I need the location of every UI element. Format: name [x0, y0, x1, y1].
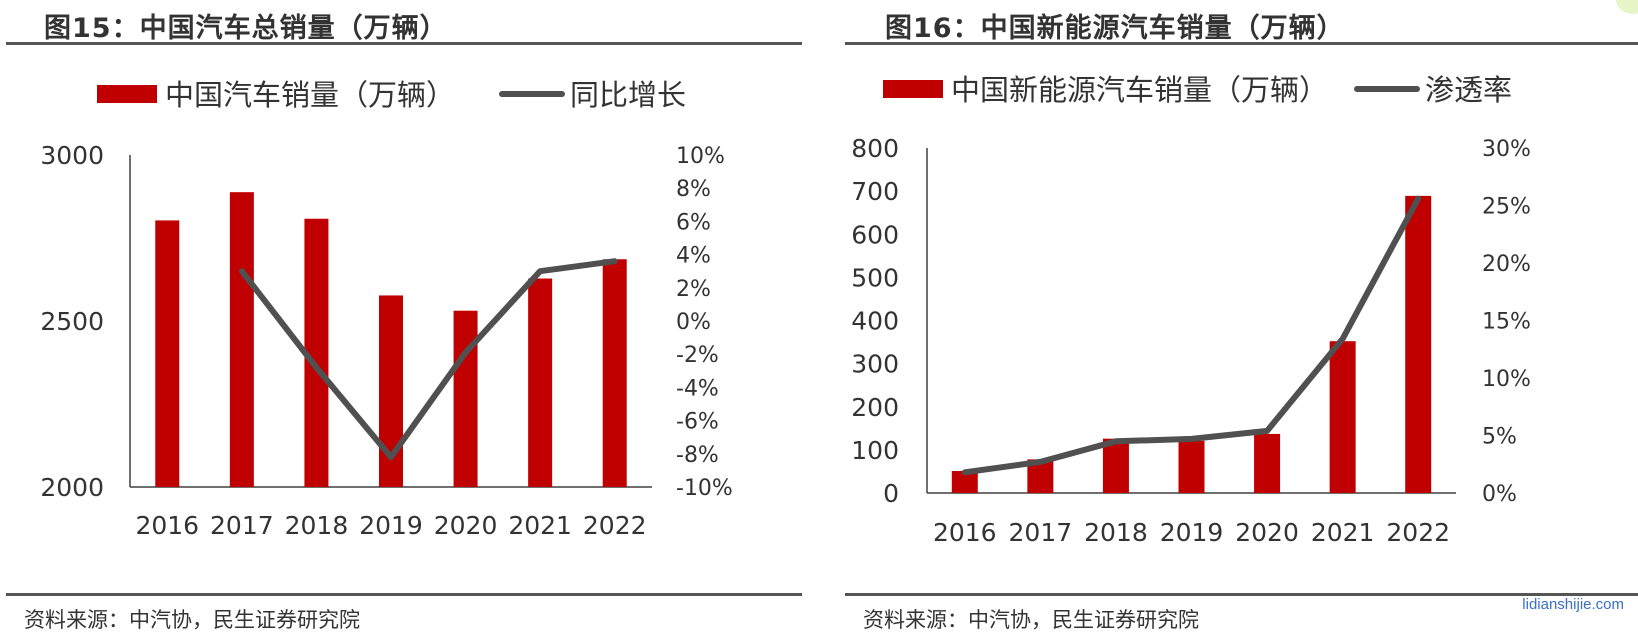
- legend-swatch-bar: [883, 80, 943, 98]
- chart-panel-left: 图15：中国汽车总销量（万辆） 中国汽车销量（万辆） 同比增长 2000 2500 30…: [0, 0, 802, 638]
- x-tick-label: 2017: [1009, 518, 1073, 547]
- footer-rule: [6, 593, 802, 596]
- bar-2021: [528, 278, 553, 487]
- bar-2017: [229, 192, 254, 487]
- x-tick-label: 2019: [359, 511, 423, 540]
- bar-2016: [155, 220, 180, 488]
- x-tick-label: 2021: [1311, 518, 1375, 547]
- legend-label-bar: 中国汽车销量（万辆）: [165, 78, 455, 112]
- x-tick-label: 2016: [135, 511, 199, 540]
- watermark: lidianshijie.com: [1522, 596, 1624, 613]
- x-tick-label: 2022: [1386, 518, 1450, 547]
- line-series-同比增长: [238, 258, 618, 461]
- figure-title: 图16：中国新能源汽车销量（万辆）: [885, 13, 1345, 44]
- bar-2020: [1254, 433, 1281, 493]
- y-right-tick-label: -8%: [676, 443, 719, 468]
- y-right-tick-label: 0%: [1482, 482, 1517, 507]
- chart-nev-sales: 中国新能源汽车销量（万辆） 渗透率 0 100 200 300 400 500 600 700 80…: [851, 73, 1531, 547]
- x-tick-label: 2018: [285, 511, 349, 540]
- x-tick-label: 2016: [933, 518, 997, 547]
- bar-2016: [951, 471, 978, 493]
- y-right-tick-label: -4%: [676, 376, 719, 401]
- title-rule: [845, 42, 1638, 45]
- source-note: 资料来源：中汽协，民生证券研究院: [863, 608, 1199, 632]
- x-tick-label: 2021: [508, 511, 572, 540]
- y-right-tick-label: 2%: [676, 277, 711, 302]
- source-note: 资料来源：中汽协，民生证券研究院: [24, 608, 360, 632]
- legend-label-line: 渗透率: [1425, 73, 1512, 107]
- title-rule: [6, 42, 802, 45]
- y-left-tick-label: 300: [851, 350, 899, 379]
- y-left-tick-label: 3000: [40, 141, 104, 170]
- y-right-tick-label: 30%: [1482, 137, 1531, 162]
- bar-2021: [1329, 341, 1356, 493]
- y-right-tick-label: -6%: [676, 410, 719, 435]
- figure-title: 图15：中国汽车总销量（万辆）: [44, 13, 448, 44]
- y-right-tick-label: 15%: [1482, 310, 1531, 335]
- x-tick-label: 2020: [1235, 518, 1299, 547]
- x-tick-label: 2020: [434, 511, 498, 540]
- bar-2018: [1102, 438, 1129, 493]
- y-left-tick-label: 2500: [40, 307, 104, 336]
- y-right-tick-label: 10%: [1482, 367, 1531, 392]
- bar-2019: [1178, 440, 1205, 493]
- y-right-tick-label: 20%: [1482, 252, 1531, 277]
- x-tick-label: 2022: [583, 511, 647, 540]
- y-left-tick-label: 400: [851, 307, 899, 336]
- x-tick-label: 2018: [1084, 518, 1148, 547]
- y-right-tick-label: 0%: [676, 310, 711, 335]
- y-right-tick-label: 8%: [676, 177, 711, 202]
- y-left-tick-label: 2000: [40, 473, 104, 502]
- bar-2022: [1405, 195, 1432, 493]
- line-series-渗透率: [961, 195, 1422, 476]
- y-left-tick-label: 100: [851, 436, 899, 465]
- y-right-tick-label: 6%: [676, 210, 711, 235]
- y-left-tick-label: 800: [851, 134, 899, 163]
- corner-decoration: [1616, 0, 1638, 14]
- bar-2022: [602, 259, 627, 487]
- legend-label-line: 同比增长: [570, 78, 686, 112]
- y-right-tick-label: 4%: [676, 244, 711, 269]
- y-right-tick-label: 25%: [1482, 195, 1531, 220]
- y-left-tick-label: 600: [851, 220, 899, 249]
- x-tick-label: 2017: [210, 511, 274, 540]
- y-left-tick-label: 0: [883, 479, 899, 508]
- x-tick-label: 2019: [1160, 518, 1224, 547]
- footer-rule: [845, 593, 1638, 596]
- y-right-tick-label: -10%: [676, 476, 733, 501]
- chart-panel-right: 图16：中国新能源汽车销量（万辆） 中国新能源汽车销量（万辆） 渗透率 0 100 20…: [845, 0, 1638, 638]
- chart-total-sales: 中国汽车销量（万辆） 同比增长 2000 2500 3000 -10% -8% -6% -4% -…: [40, 78, 733, 540]
- y-right-tick-label: 5%: [1482, 425, 1517, 450]
- legend-label-bar: 中国新能源汽车销量（万辆）: [951, 73, 1328, 107]
- y-right-tick-label: -2%: [676, 343, 719, 368]
- legend-swatch-bar: [97, 85, 157, 103]
- y-left-tick-label: 700: [851, 177, 899, 206]
- y-left-tick-label: 200: [851, 393, 899, 422]
- bar-2020: [453, 310, 478, 487]
- y-left-tick-label: 500: [851, 263, 899, 292]
- y-right-tick-label: 10%: [676, 144, 725, 169]
